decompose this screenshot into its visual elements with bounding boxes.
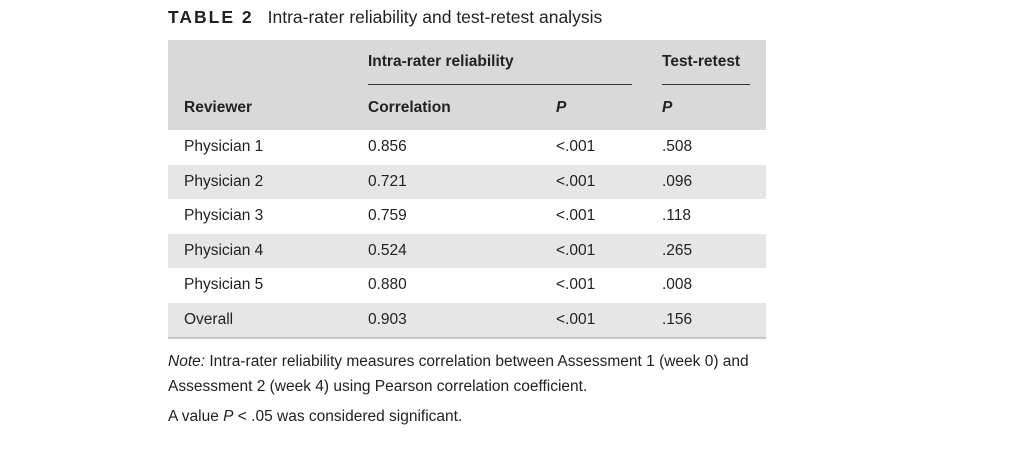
significance-variable: P — [223, 408, 234, 425]
table-header: Intra-rater reliability Test-retest Revi… — [168, 40, 766, 130]
cell-reviewer: Physician 1 — [184, 138, 264, 155]
cell-reviewer: Physician 5 — [184, 276, 264, 293]
table-row: Overall 0.903 <.001 .156 — [168, 302, 766, 337]
cell-reviewer: Overall — [184, 310, 234, 328]
table-row: Physician 1 0.856 <.001 .508 — [168, 130, 766, 165]
cell-p: <.001 — [556, 310, 596, 328]
cell-p: <.001 — [556, 138, 596, 155]
column-header-p-intra: P — [556, 99, 567, 116]
cell-correlation: 0.856 — [368, 138, 407, 155]
data-table: Intra-rater reliability Test-retest Revi… — [168, 40, 766, 339]
cell-correlation: 0.759 — [368, 207, 407, 224]
column-header-reviewer: Reviewer — [184, 99, 253, 116]
cell-retest-p: .265 — [662, 241, 693, 259]
cell-correlation: 0.903 — [368, 310, 407, 328]
table-caption: TABLE 2 Intra-rater reliability and test-… — [168, 7, 602, 28]
header-test-retest: Test-retest — [662, 53, 741, 70]
cell-correlation: 0.880 — [368, 276, 407, 293]
cell-retest-p: .508 — [662, 138, 693, 155]
cell-reviewer: Physician 3 — [184, 207, 264, 224]
cell-p: <.001 — [556, 207, 596, 224]
note-paragraph: Note: Intra-rater reliability measures c… — [168, 350, 768, 399]
column-header-p-retest: P — [662, 99, 673, 116]
significance-suffix: < .05 was considered significant. — [233, 408, 463, 425]
cell-retest-p: .096 — [662, 172, 693, 190]
note-label: Note: — [168, 353, 206, 370]
cell-retest-p: .118 — [662, 207, 692, 224]
table-row: Physician 4 0.524 <.001 .265 — [168, 233, 766, 268]
cell-reviewer: Physician 2 — [184, 172, 264, 190]
significance-prefix: A value — [168, 408, 224, 425]
header-rule-intra — [368, 84, 632, 85]
cell-retest-p: .008 — [662, 276, 693, 293]
table-label: TABLE 2 — [168, 7, 254, 27]
header-rule-retest — [662, 84, 750, 85]
cell-correlation: 0.721 — [368, 172, 407, 190]
header-intra-rater-reliability: Intra-rater reliability — [368, 53, 514, 70]
column-header-correlation: Correlation — [368, 99, 451, 116]
table-notes: Note: Intra-rater reliability measures c… — [168, 350, 768, 430]
table-bottom-rule — [168, 337, 766, 339]
cell-correlation: 0.524 — [368, 241, 407, 259]
significance-note: A value P < .05 was considered significa… — [168, 405, 768, 430]
cell-retest-p: .156 — [662, 310, 693, 328]
cell-reviewer: Physician 4 — [184, 241, 264, 259]
note-text: Intra-rater reliability measures correla… — [168, 353, 749, 395]
table-row: Physician 2 0.721 <.001 .096 — [168, 164, 766, 199]
cell-p: <.001 — [556, 276, 596, 293]
table-title: Intra-rater reliability and test-retest … — [267, 7, 603, 27]
cell-p: <.001 — [556, 172, 596, 190]
cell-p: <.001 — [556, 241, 596, 259]
table-row: Physician 5 0.880 <.001 .008 — [168, 268, 766, 303]
table-row: Physician 3 0.759 <.001 .118 — [168, 199, 766, 234]
